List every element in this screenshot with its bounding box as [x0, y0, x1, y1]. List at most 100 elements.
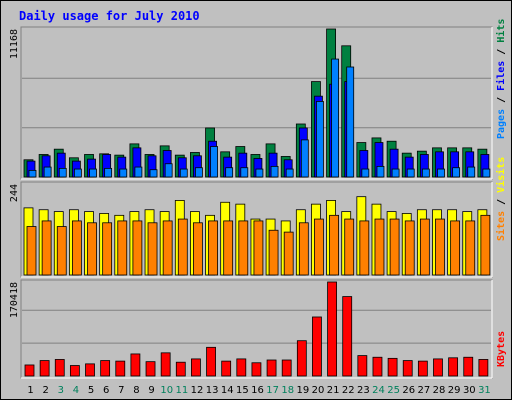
bar-sites-day-1 [26, 226, 37, 276]
legend-part: Visits [495, 157, 507, 193]
bar-files-day-21 [331, 58, 339, 178]
day-label-1: 1 [27, 385, 33, 396]
day-label-12: 12 [191, 385, 204, 396]
day-label-7: 7 [118, 385, 124, 396]
bar-sites-day-24 [374, 218, 385, 276]
bar-kbytes-day-1 [24, 364, 35, 377]
bar-files-day-29 [452, 167, 461, 178]
bar-files-day-2 [43, 166, 52, 178]
bar-kbytes-day-10 [160, 352, 171, 377]
day-label-23: 23 [357, 385, 370, 396]
y-max-tick: 11168 [9, 29, 20, 59]
bar-files-day-26 [406, 168, 415, 178]
bar-kbytes-day-13 [206, 346, 216, 377]
panel-background [20, 279, 493, 379]
day-label-4: 4 [73, 385, 79, 396]
bar-sites-day-31 [480, 214, 491, 276]
day-label-2: 2 [43, 385, 49, 396]
series-legend-kbytes: KBytes [496, 331, 507, 367]
series-legend-visits-sites: Sites / Visits [495, 157, 507, 241]
bar-sites-day-13 [208, 220, 218, 276]
bar-sites-day-8 [132, 220, 143, 276]
bar-files-day-22 [346, 66, 355, 178]
bar-sites-day-25 [389, 218, 400, 276]
bar-sites-day-9 [147, 222, 158, 276]
bar-sites-day-5 [87, 222, 97, 276]
bar-kbytes-day-30 [463, 356, 474, 377]
bar-sites-day-2 [41, 220, 52, 276]
chart-panels: 11168 Pages / Files / Hits 244 Sites / Visi… [9, 19, 507, 379]
day-label-25: 25 [387, 385, 400, 396]
day-label-30: 30 [463, 385, 476, 396]
bar-kbytes-day-19 [296, 340, 307, 377]
legend-part: Pages [496, 109, 507, 139]
bar-files-day-17 [270, 165, 279, 178]
bar-files-day-19 [300, 139, 309, 178]
y-max-tick: 170418 [9, 282, 20, 318]
bar-kbytes-day-14 [221, 360, 232, 377]
bar-files-day-18 [285, 168, 294, 178]
day-label-13: 13 [206, 385, 219, 396]
bar-kbytes-day-17 [266, 359, 277, 377]
bar-files-day-7 [119, 168, 128, 178]
bar-kbytes-day-27 [417, 360, 428, 377]
day-label-31: 31 [478, 385, 491, 396]
bar-files-day-24 [376, 165, 385, 178]
bar-kbytes-day-31 [478, 359, 489, 377]
day-label-14: 14 [221, 385, 234, 396]
day-label-20: 20 [312, 385, 325, 396]
bar-kbytes-day-24 [372, 356, 383, 377]
bar-sites-day-26 [404, 220, 415, 276]
bar-kbytes-day-7 [115, 360, 126, 377]
bar-files-day-3 [58, 167, 67, 178]
bar-files-day-14 [225, 167, 234, 178]
bar-sites-day-4 [71, 220, 82, 276]
bar-files-day-15 [240, 167, 249, 178]
bar-sites-day-16 [253, 220, 264, 276]
day-label-27: 27 [418, 385, 431, 396]
day-label-15: 15 [236, 385, 249, 396]
series-legend-hits-files-pages: Pages / Files / Hits [495, 19, 507, 139]
day-label-8: 8 [133, 385, 139, 396]
day-label-18: 18 [281, 385, 294, 396]
bar-kbytes-day-4 [69, 365, 80, 377]
bar-sites-day-3 [56, 226, 67, 276]
bar-sites-day-12 [193, 222, 203, 276]
bar-sites-day-30 [465, 220, 476, 276]
bar-files-day-4 [73, 168, 82, 178]
bar-kbytes-day-5 [85, 363, 95, 377]
day-label-5: 5 [88, 385, 94, 396]
bar-sites-day-23 [359, 220, 370, 276]
bar-sites-day-20 [314, 218, 324, 276]
legend-part: / [496, 91, 507, 109]
bar-files-day-28 [437, 168, 445, 178]
bar-kbytes-day-21 [327, 281, 337, 377]
bar-files-day-13 [210, 146, 218, 178]
bar-kbytes-day-9 [145, 361, 156, 377]
bar-files-day-11 [179, 168, 188, 178]
bar-kbytes-day-11 [175, 361, 186, 377]
bar-sites-day-22 [344, 218, 355, 276]
bar-sites-day-17 [268, 229, 279, 276]
day-label-10: 10 [160, 385, 173, 396]
bar-files-day-25 [391, 168, 400, 178]
bar-kbytes-day-12 [191, 358, 201, 377]
day-label-28: 28 [433, 385, 446, 396]
day-label-9: 9 [148, 385, 154, 396]
panel-hits-files-pages: 11168 Pages / Files / Hits [9, 19, 507, 180]
bar-files-day-1 [28, 169, 37, 178]
bar-kbytes-day-22 [342, 296, 353, 377]
day-label-11: 11 [175, 385, 188, 396]
bar-sites-day-15 [238, 220, 249, 276]
legend-part: / [496, 43, 507, 61]
bar-files-day-6 [104, 167, 113, 178]
bar-sites-day-18 [283, 231, 294, 276]
bar-kbytes-day-26 [402, 360, 413, 377]
bar-kbytes-day-6 [100, 360, 111, 377]
bar-sites-day-27 [419, 218, 430, 276]
bar-kbytes-day-16 [251, 362, 262, 377]
panel-visits-sites: 244 Sites / Visits [9, 157, 507, 278]
legend-part: Hits [495, 19, 507, 43]
bar-kbytes-day-25 [387, 357, 398, 377]
